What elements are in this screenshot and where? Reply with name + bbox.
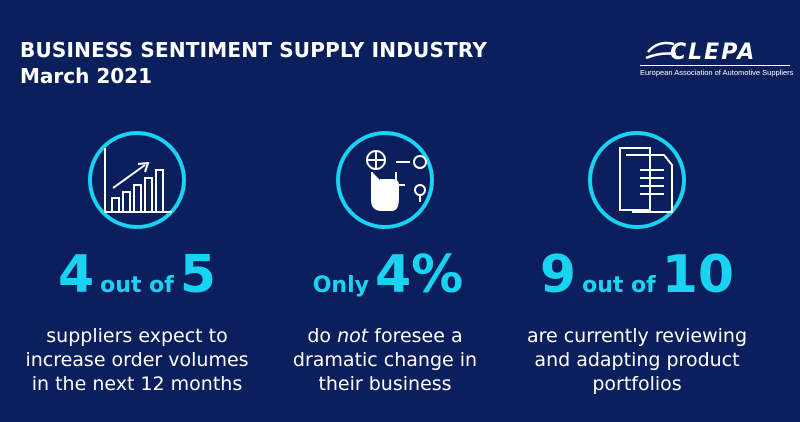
text: foresee a <box>374 325 463 347</box>
description-line: portfolios <box>592 373 682 395</box>
stat-description: are currently reviewing and adapting pro… <box>507 324 767 396</box>
stat-connector: Only <box>312 273 369 298</box>
description-line: dramatic change in <box>292 349 478 371</box>
chart-icon <box>104 148 172 213</box>
stat-description: do not foresee a dramatic change in thei… <box>255 324 515 396</box>
stat-figure: 9 out of 10 <box>507 245 767 305</box>
description-line: do not foresee a <box>255 324 515 348</box>
stat-number: 9 <box>539 245 577 305</box>
description-line: their business <box>318 373 452 395</box>
description-line: are currently reviewing <box>526 325 748 347</box>
subtitle: March 2021 <box>20 64 152 88</box>
stat-number: 4 <box>57 245 95 305</box>
logo-name: CLEPA <box>670 40 757 65</box>
icon-ring <box>336 131 434 229</box>
tech-icon <box>366 150 427 211</box>
stat-figure: 4 out of 5 <box>7 245 267 305</box>
stat-figure: Only 4% <box>255 245 515 305</box>
icon-ring <box>88 131 186 229</box>
stat-description: suppliers expect to increase order volum… <box>7 324 267 396</box>
stat-connector: out of <box>100 273 174 298</box>
documents-icon <box>619 147 673 213</box>
stat-number: 5 <box>179 245 216 305</box>
description-line: and adapting product <box>534 349 740 371</box>
stat-connector: out of <box>582 273 656 298</box>
stat-number: 10 <box>661 245 735 305</box>
title: BUSINESS SENTIMENT SUPPLY INDUSTRY <box>20 38 488 62</box>
logo-swoosh <box>645 41 677 60</box>
logo: CLEPA European Association of Automotive… <box>640 40 793 77</box>
emphasis: not <box>337 325 369 347</box>
description-line: suppliers expect to <box>46 325 228 347</box>
stat-number: 4% <box>374 245 464 305</box>
logo-tagline: European Association of Automotive Suppl… <box>640 65 793 77</box>
icon-ring <box>588 131 686 229</box>
description-line: increase order volumes <box>25 349 249 371</box>
text: do <box>307 325 332 347</box>
description-line: in the next 12 months <box>31 373 243 395</box>
